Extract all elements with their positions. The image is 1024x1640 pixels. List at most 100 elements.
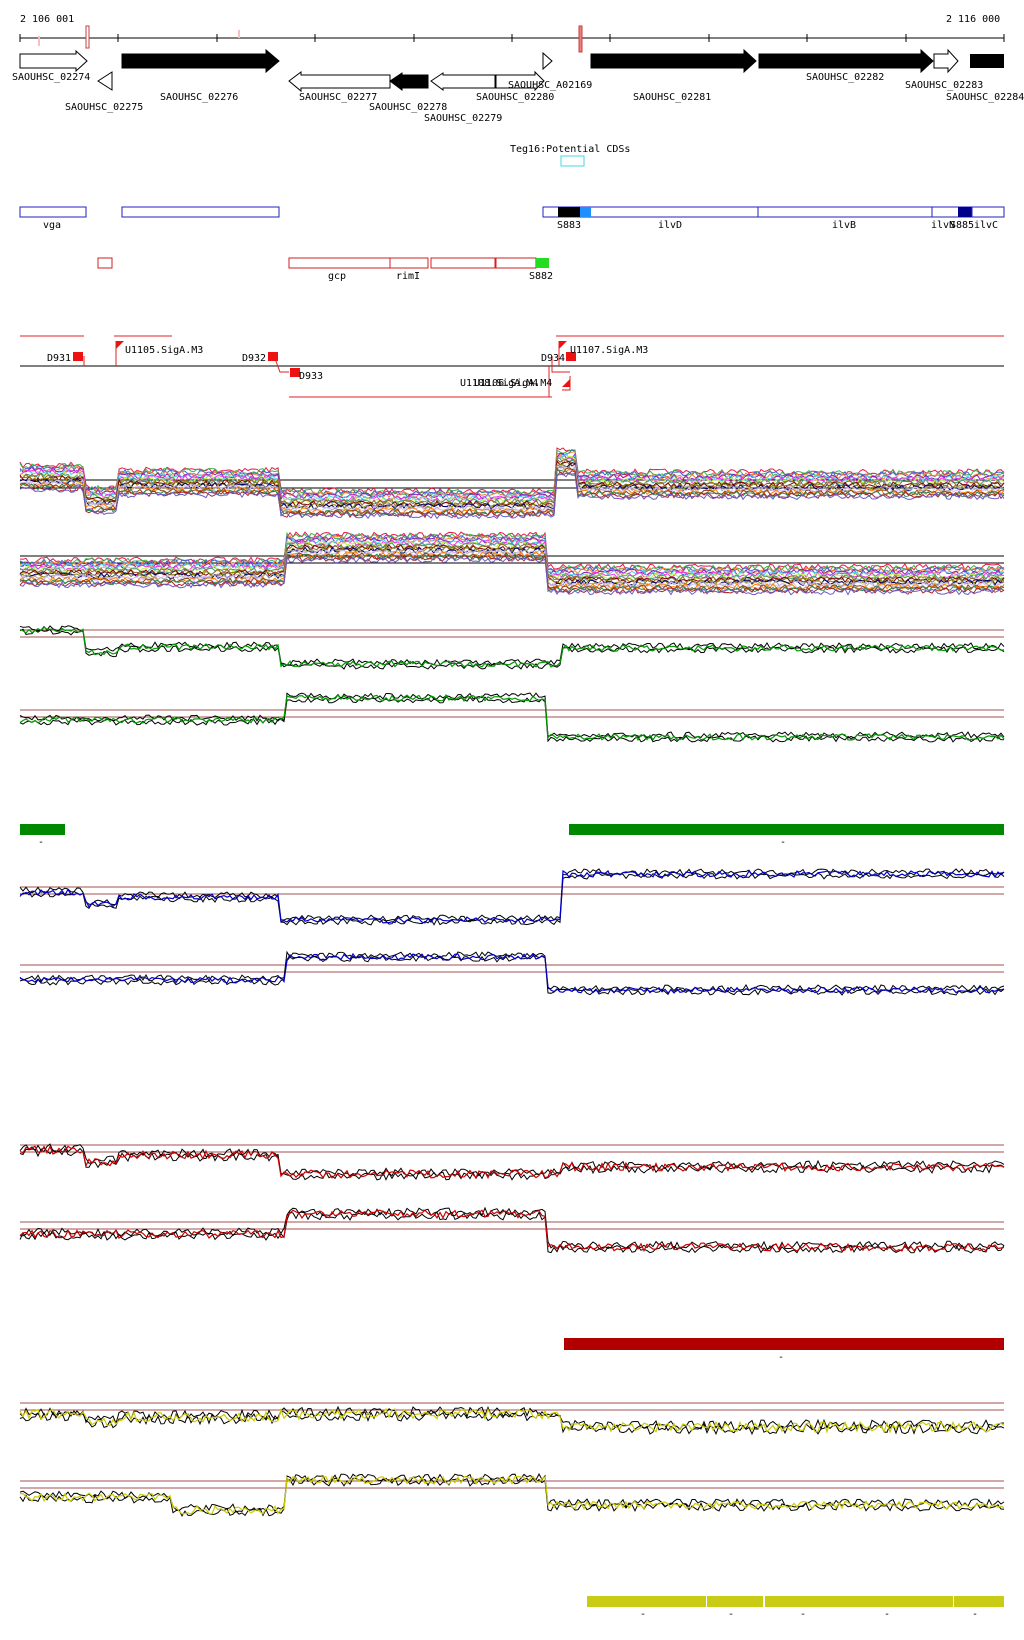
signal-trace	[19, 626, 1005, 668]
signal-trace	[19, 869, 1005, 924]
tu-marker[interactable]	[559, 341, 567, 349]
signal-trace	[19, 466, 1005, 515]
red-feature[interactable]	[389, 257, 429, 269]
segment-bar[interactable]	[587, 1596, 706, 1607]
red-feature-label: gcp	[328, 271, 346, 282]
signal-trace	[19, 457, 1005, 507]
tu-marker[interactable]	[290, 368, 300, 377]
signal-trace	[19, 1147, 1005, 1181]
green-condition-track	[19, 625, 1005, 743]
red-feature[interactable]	[97, 257, 113, 269]
tu-marker[interactable]	[73, 352, 83, 361]
segment-mark: -	[780, 837, 786, 848]
signal-trace	[19, 950, 1005, 992]
gene-arrow[interactable]	[430, 72, 496, 91]
red-segment-bars: -	[564, 1338, 1004, 1363]
gene-arrow[interactable]	[542, 51, 553, 71]
signal-trace	[19, 551, 1005, 592]
gene-label: SAOUHSC_02276	[160, 92, 238, 103]
signal-trace	[19, 872, 1005, 926]
coordinate-ruler: 2 106 001 2 116 000	[19, 14, 1005, 53]
segment-mark: -	[38, 837, 44, 848]
blue-feature-label: vga	[43, 220, 61, 231]
gene-label: SAOUHSC_02279	[424, 113, 502, 124]
signal-trace	[19, 1143, 1005, 1177]
gene-label: SAOUHSC_02278	[369, 102, 447, 113]
blue-feature[interactable]	[121, 206, 280, 218]
red-feature[interactable]	[536, 258, 549, 268]
yellow-condition-track	[19, 1402, 1005, 1517]
potential-cds-box[interactable]	[560, 155, 585, 167]
signal-trace	[20, 536, 1005, 576]
segment-mark: -	[728, 1609, 734, 1620]
gene-label: SAOUHSC_A02169	[508, 80, 592, 91]
gene-label: SAOUHSC_02280	[476, 92, 554, 103]
tu-label: D934	[541, 353, 565, 364]
gene-arrow[interactable]	[97, 71, 113, 91]
signal-trace	[19, 1209, 1005, 1253]
red-condition-track	[19, 1143, 1005, 1254]
tu-marker[interactable]	[566, 352, 576, 361]
gene-label: SAOUHSC_02282	[806, 72, 884, 83]
signal-trace	[19, 455, 1005, 503]
tu-label: U1106.SigA.M4	[474, 378, 552, 389]
segment-bar[interactable]	[20, 824, 65, 835]
red-feature-track: gcp rimI S882	[97, 257, 553, 282]
tu-marker[interactable]	[562, 379, 570, 387]
segment-bar[interactable]	[707, 1596, 763, 1607]
segment-bar[interactable]	[954, 1596, 1004, 1607]
segment-bar[interactable]	[564, 1338, 1004, 1350]
gene-label: SAOUHSC_02275	[65, 102, 143, 113]
segment-bar[interactable]	[765, 1596, 953, 1607]
tu-marker[interactable]	[268, 352, 278, 361]
green-segment-bars: - -	[20, 824, 1004, 848]
signal-trace	[19, 471, 1005, 520]
segment-mark: -	[884, 1609, 890, 1620]
segment-bar[interactable]	[569, 824, 1004, 835]
signal-trace	[19, 1473, 1005, 1513]
gene-track: SAOUHSC_02274 SAOUHSC_02275 SAOUHSC_0227…	[12, 48, 1024, 124]
red-feature-label: S882	[529, 271, 553, 282]
blue-feature[interactable]	[558, 207, 580, 217]
signal-trace	[19, 555, 1005, 596]
gene-arrow[interactable]	[389, 72, 429, 91]
signal-trace	[19, 552, 1005, 593]
blue-feature-label: S883	[557, 220, 581, 231]
gene-arrow[interactable]	[590, 48, 757, 74]
tu-label: D933	[299, 371, 323, 382]
tu-label: U1107.SigA.M3	[570, 345, 648, 356]
signal-trace	[19, 1475, 1005, 1515]
gene-arrow[interactable]	[495, 70, 545, 92]
blue-condition-track	[19, 868, 1005, 996]
blue-feature[interactable]	[542, 206, 1005, 218]
signal-trace	[19, 1405, 1005, 1432]
tu-label: D932	[242, 353, 266, 364]
blue-feature[interactable]	[19, 206, 87, 218]
blue-feature-label: S885	[950, 220, 974, 231]
signal-trace	[19, 625, 1005, 666]
tu-label: U1108.SigA.M4	[460, 378, 538, 389]
tu-marker[interactable]	[116, 341, 124, 349]
red-feature[interactable]	[430, 257, 496, 269]
red-feature[interactable]	[288, 257, 391, 269]
gene-arrow[interactable]	[121, 48, 280, 74]
signal-trace	[19, 1407, 1005, 1434]
ruler-start-label: 2 106 001	[20, 14, 74, 25]
gene-arrow[interactable]	[19, 49, 88, 73]
gene-label: SAOUHSC_02274	[12, 72, 90, 83]
segment-mark: -	[778, 1352, 784, 1363]
signal-trace	[19, 952, 1005, 994]
tu-label: D931	[47, 353, 71, 364]
potential-cds-track: Teg16:Potential CDSs	[510, 144, 630, 167]
blue-feature-label: ilvN	[931, 220, 955, 231]
transcription-unit-track: D931 U1105.SigA.M3 D932 D933 U1108.SigA.…	[20, 335, 1004, 398]
blue-feature-label: ilvB	[832, 220, 856, 231]
signal-trace	[19, 533, 1005, 574]
blue-feature[interactable]	[958, 207, 972, 217]
gene-arrow[interactable]	[933, 48, 959, 74]
red-feature[interactable]	[495, 257, 537, 269]
gene-arrow[interactable]	[970, 54, 1004, 68]
gene-arrow[interactable]	[288, 71, 391, 93]
blue-feature[interactable]	[580, 207, 591, 217]
gene-arrow[interactable]	[758, 48, 934, 74]
